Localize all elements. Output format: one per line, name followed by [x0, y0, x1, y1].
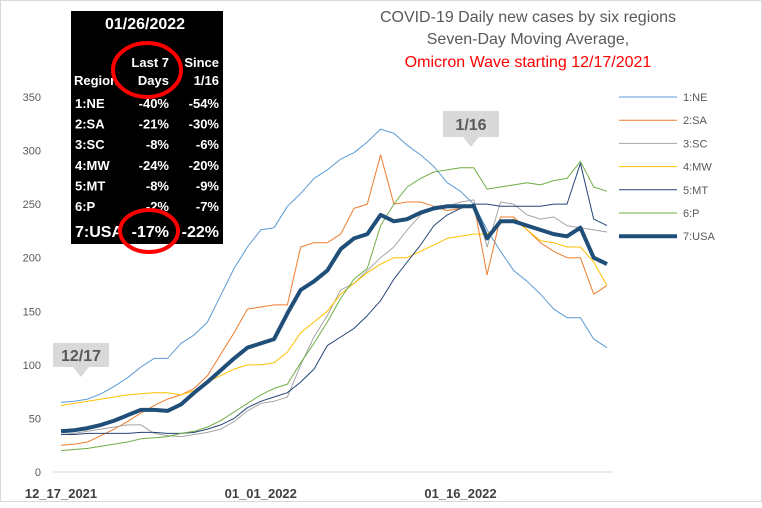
series-line-7-usa	[60, 204, 608, 434]
table-row-since: -9%	[196, 178, 220, 193]
legend-label: 6:P	[683, 208, 700, 220]
legend-label: 3:SC	[683, 138, 708, 150]
table-row-since: -22%	[182, 224, 219, 241]
table-row-region: 1:NE	[75, 96, 105, 111]
table-row-since: -30%	[189, 117, 220, 132]
col-header-since-line1: Since	[184, 55, 219, 70]
table-row-region: 2:SA	[75, 117, 105, 132]
table-row-last7: -8%	[146, 178, 170, 193]
callout-box	[53, 343, 109, 367]
y-tick-label: 0	[35, 467, 41, 479]
callout-1217: 12/17	[53, 343, 109, 377]
table-row-since: -54%	[189, 96, 220, 111]
table-date: 01/26/2022	[105, 16, 185, 33]
table-background	[71, 11, 223, 244]
x-tick-label: 01_01_2022	[225, 486, 297, 501]
legend-label: 4:MW	[683, 162, 712, 174]
col-header-last7-line1: Last 7	[131, 55, 169, 70]
series-lines	[60, 128, 608, 452]
table-row-since: -6%	[196, 137, 220, 152]
table-row-region: 6:P	[75, 199, 96, 214]
col-header-region: Region	[74, 73, 118, 88]
col-header-last7-line2: Days	[138, 73, 169, 88]
y-tick-label: 250	[23, 199, 41, 211]
legend-label: 5:MT	[683, 185, 708, 197]
legend-label: 2:SA	[683, 115, 708, 127]
y-tick-label: 50	[29, 413, 41, 425]
y-tick-label: 200	[23, 253, 41, 265]
table-row-since: -7%	[196, 199, 220, 214]
table-row-region: 5:MT	[75, 178, 105, 193]
table-row-last7: -8%	[146, 137, 170, 152]
highlight-circle-usa	[118, 208, 180, 254]
series-line-2-sa	[60, 154, 608, 446]
legend-label: 1:NE	[683, 92, 707, 104]
highlight-circle-header	[111, 41, 183, 99]
y-axis: 0 50 100 150 200 250 300 350	[23, 92, 41, 479]
table-row-region: 7:USA	[75, 224, 123, 241]
x-axis: 12_17_2021 01_01_2022 01_16_2022	[25, 486, 497, 501]
table-row-since: -20%	[189, 158, 220, 173]
table-row-last7: -21%	[139, 117, 170, 132]
table-row-region: 4:MW	[75, 158, 110, 173]
y-tick-label: 150	[23, 306, 41, 318]
y-tick-label: 100	[23, 360, 41, 372]
legend-label: 7:USA	[683, 231, 715, 243]
series-line-6-p	[60, 160, 608, 452]
series-line-5-mt	[61, 162, 608, 435]
chart-title-line-1: COVID-19 Daily new cases by six regions	[380, 9, 676, 26]
callout-116: 1/16	[443, 111, 499, 147]
y-tick-label: 350	[23, 92, 41, 104]
table-row-last7: -40%	[139, 96, 170, 111]
chart-title-line-3: Omicron Wave starting 12/17/2021	[405, 54, 652, 71]
col-header-since-line2: 1/16	[194, 73, 219, 88]
table-row-last7: -17%	[132, 224, 169, 241]
x-tick-label: 01_16_2022	[424, 486, 496, 501]
callout-pointer	[463, 137, 479, 147]
chart-title-line-2: Seven-Day Moving Average,	[427, 31, 629, 48]
series-line-1-ne	[60, 128, 608, 403]
callout-box	[443, 111, 499, 137]
table-rows: 1:NE -40% -54% 2:SA -21% -30% 3:SC -8% -6% 4:MW -2…	[75, 96, 219, 241]
col-header-region-clip: Region	[74, 73, 118, 88]
y-tick-label: 300	[23, 146, 41, 158]
series-line-4-mw	[60, 218, 608, 407]
callout-label: 12/17	[61, 348, 101, 365]
callout-label: 1/16	[455, 117, 486, 134]
callout-pointer	[73, 367, 89, 377]
table-row-region: 3:SC	[75, 137, 105, 152]
summary-table: 01/26/2022 Last 7 Days Since 1/16 Region…	[71, 11, 223, 254]
legend: 1:NE 2:SA 3:SC 4:MW 5:MT 6:P 7:USA	[619, 92, 715, 243]
x-tick-label: 12_17_2021	[25, 486, 97, 501]
table-row-last7: -24%	[139, 158, 170, 173]
